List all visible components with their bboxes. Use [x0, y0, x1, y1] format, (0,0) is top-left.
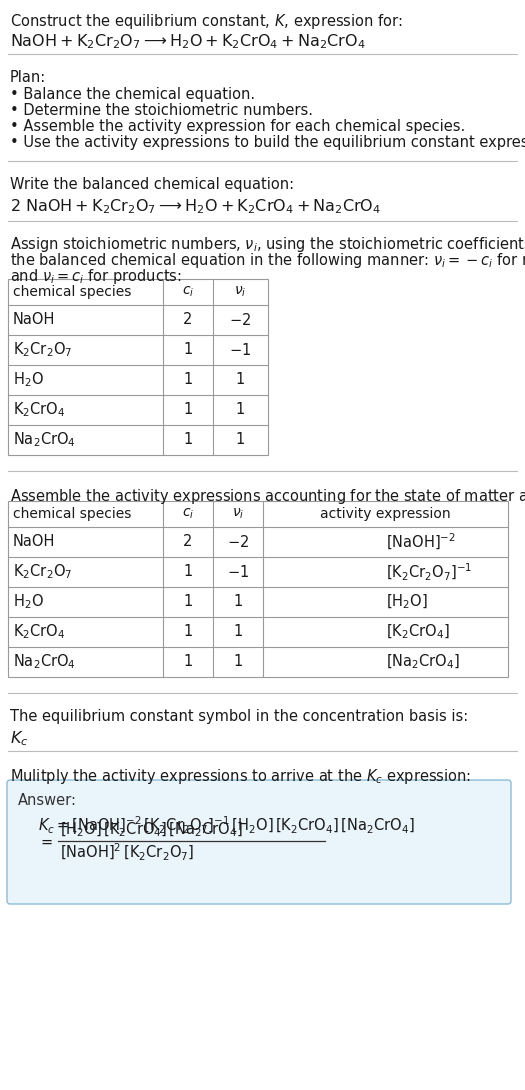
Text: activity expression: activity expression — [320, 507, 451, 521]
Text: $\nu_i$: $\nu_i$ — [234, 284, 247, 299]
Text: $\mathrm{K_2CrO_4}$: $\mathrm{K_2CrO_4}$ — [13, 401, 66, 420]
Text: Assemble the activity expressions accounting for the state of matter and $\nu_i$: Assemble the activity expressions accoun… — [10, 487, 525, 506]
Text: 1: 1 — [183, 654, 193, 669]
Text: $\mathrm{K_2CrO_4}$: $\mathrm{K_2CrO_4}$ — [13, 622, 66, 641]
Text: $[\mathrm{NaOH}]^{-2}$: $[\mathrm{NaOH}]^{-2}$ — [385, 532, 456, 552]
Text: and $\nu_i = c_i$ for products:: and $\nu_i = c_i$ for products: — [10, 267, 182, 286]
Text: • Balance the chemical equation.: • Balance the chemical equation. — [10, 87, 255, 102]
Text: 1: 1 — [183, 625, 193, 640]
Text: 1: 1 — [183, 433, 193, 448]
Bar — [8, 501, 508, 677]
Text: 1: 1 — [183, 402, 193, 417]
Text: $=$: $=$ — [38, 834, 54, 848]
Text: $\mathrm{H_2O}$: $\mathrm{H_2O}$ — [13, 371, 44, 389]
Text: Mulitply the activity expressions to arrive at the $K_c$ expression:: Mulitply the activity expressions to arr… — [10, 767, 471, 786]
Text: $[\mathrm{K_2CrO_4}]$: $[\mathrm{K_2CrO_4}]$ — [385, 622, 449, 641]
Text: Write the balanced chemical equation:: Write the balanced chemical equation: — [10, 177, 294, 192]
Text: $\mathrm{K_2Cr_2O_7}$: $\mathrm{K_2Cr_2O_7}$ — [13, 341, 72, 360]
Text: $[\mathrm{Na_2CrO_4}]$: $[\mathrm{Na_2CrO_4}]$ — [385, 653, 459, 671]
Text: NaOH: NaOH — [13, 534, 55, 549]
Text: $-2$: $-2$ — [227, 534, 249, 550]
Text: $[\mathrm{K_2Cr_2O_7}]^{-1}$: $[\mathrm{K_2Cr_2O_7}]^{-1}$ — [385, 561, 472, 582]
Text: NaOH: NaOH — [13, 313, 55, 327]
Text: $-2$: $-2$ — [229, 312, 251, 328]
Text: Assign stoichiometric numbers, $\nu_i$, using the stoichiometric coefficients, $: Assign stoichiometric numbers, $\nu_i$, … — [10, 235, 525, 254]
Text: chemical species: chemical species — [13, 284, 131, 299]
Text: 1: 1 — [183, 373, 193, 388]
Text: $\mathrm{Na_2CrO_4}$: $\mathrm{Na_2CrO_4}$ — [13, 653, 76, 671]
Text: $\mathrm{2\ NaOH + K_2Cr_2O_7 \longrightarrow H_2O + K_2CrO_4 + Na_2CrO_4}$: $\mathrm{2\ NaOH + K_2Cr_2O_7 \longright… — [10, 197, 381, 216]
Text: $\mathrm{Na_2CrO_4}$: $\mathrm{Na_2CrO_4}$ — [13, 431, 76, 449]
Text: • Use the activity expressions to build the equilibrium constant expression.: • Use the activity expressions to build … — [10, 135, 525, 150]
Text: 1: 1 — [183, 565, 193, 580]
Text: 1: 1 — [236, 373, 245, 388]
Text: $[\mathrm{H_2O}]\,[\mathrm{K_2CrO_4}]\,[\mathrm{Na_2CrO_4}]$: $[\mathrm{H_2O}]\,[\mathrm{K_2CrO_4}]\,[… — [60, 821, 243, 839]
Text: $\nu_i$: $\nu_i$ — [232, 507, 244, 521]
Text: $-1$: $-1$ — [227, 564, 249, 580]
Text: 1: 1 — [236, 433, 245, 448]
Text: $c_i$: $c_i$ — [182, 507, 194, 521]
Text: The equilibrium constant symbol in the concentration basis is:: The equilibrium constant symbol in the c… — [10, 708, 468, 724]
Text: Answer:: Answer: — [18, 794, 77, 808]
Text: $\mathrm{H_2O}$: $\mathrm{H_2O}$ — [13, 593, 44, 611]
Text: 1: 1 — [234, 594, 243, 609]
Text: the balanced chemical equation in the following manner: $\nu_i = -c_i$ for react: the balanced chemical equation in the fo… — [10, 251, 525, 270]
Bar — [8, 279, 268, 455]
Text: Plan:: Plan: — [10, 70, 46, 85]
Text: chemical species: chemical species — [13, 507, 131, 521]
Text: $[\mathrm{H_2O}]$: $[\mathrm{H_2O}]$ — [385, 593, 427, 611]
Text: $[\mathrm{NaOH}]^2\,[\mathrm{K_2Cr_2O_7}]$: $[\mathrm{NaOH}]^2\,[\mathrm{K_2Cr_2O_7}… — [60, 841, 194, 862]
Text: 1: 1 — [234, 625, 243, 640]
Text: 1: 1 — [183, 594, 193, 609]
Text: $c_i$: $c_i$ — [182, 284, 194, 299]
Text: • Assemble the activity expression for each chemical species.: • Assemble the activity expression for e… — [10, 119, 465, 134]
FancyBboxPatch shape — [7, 780, 511, 904]
Text: 1: 1 — [234, 654, 243, 669]
Text: $-1$: $-1$ — [229, 342, 251, 358]
Text: • Determine the stoichiometric numbers.: • Determine the stoichiometric numbers. — [10, 102, 313, 118]
Text: $K_c$: $K_c$ — [10, 729, 28, 748]
Text: $\mathrm{NaOH + K_2Cr_2O_7 \longrightarrow H_2O + K_2CrO_4 + Na_2CrO_4}$: $\mathrm{NaOH + K_2Cr_2O_7 \longrightarr… — [10, 32, 366, 51]
Text: 2: 2 — [183, 313, 193, 327]
Text: $\mathrm{K_2Cr_2O_7}$: $\mathrm{K_2Cr_2O_7}$ — [13, 562, 72, 581]
Text: 1: 1 — [236, 402, 245, 417]
Text: 2: 2 — [183, 534, 193, 549]
Text: 1: 1 — [183, 342, 193, 358]
Text: $K_c = [\mathrm{NaOH}]^{-2}\,[\mathrm{K_2Cr_2O_7}]^{-1}\,[\mathrm{H_2O}]\,[\math: $K_c = [\mathrm{NaOH}]^{-2}\,[\mathrm{K_… — [38, 815, 415, 836]
Text: Construct the equilibrium constant, $K$, expression for:: Construct the equilibrium constant, $K$,… — [10, 12, 403, 31]
